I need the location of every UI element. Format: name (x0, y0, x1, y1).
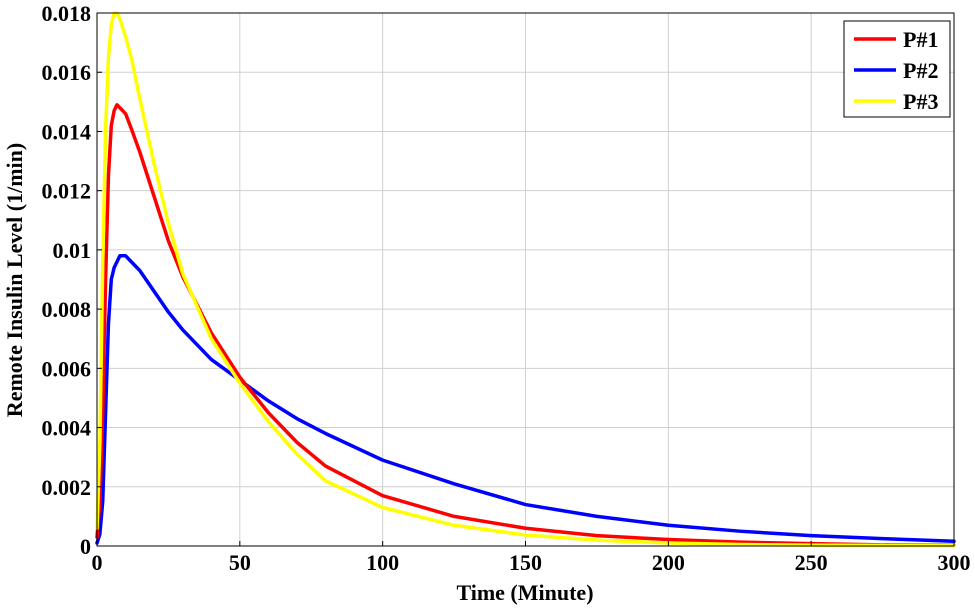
y-tick-label: 0.016 (42, 60, 92, 85)
y-tick-label: 0.018 (42, 1, 92, 26)
y-tick-label: 0 (80, 534, 91, 559)
series-line-p2 (95, 254, 956, 545)
tick-labels: 0 50 100 150 200 250 300 0 0.002 0.004 0.006 0.008 0… (42, 1, 971, 575)
y-tick-label: 0.006 (42, 356, 92, 381)
series-line-p3 (95, 11, 956, 548)
legend-label-p3: P#3 (903, 89, 938, 114)
x-tick-label: 50 (229, 550, 251, 575)
y-tick-label: 0.008 (42, 297, 92, 322)
x-axis-title: Time (Minute) (456, 580, 593, 605)
y-tick-label: 0.014 (42, 119, 92, 144)
y-tick-label: 0.004 (42, 416, 92, 441)
y-axis-title: Remote Insulin Level (1/min) (2, 143, 27, 417)
y-tick-label: 0.002 (42, 475, 92, 500)
legend-label-p2: P#2 (903, 58, 938, 83)
y-tick-label: 0.01 (53, 238, 92, 263)
y-tick-label: 0.012 (42, 179, 92, 204)
grid (97, 13, 954, 546)
x-tick-label: 0 (92, 550, 103, 575)
x-tick-label: 250 (795, 550, 828, 575)
x-tick-label: 150 (509, 550, 542, 575)
x-tick-label: 200 (652, 550, 685, 575)
x-tick-label: 300 (938, 550, 971, 575)
series-group (95, 11, 956, 548)
legend-label-p1: P#1 (903, 27, 938, 52)
x-tick-label: 100 (366, 550, 399, 575)
legend: P#1 P#2 P#3 (843, 20, 951, 118)
